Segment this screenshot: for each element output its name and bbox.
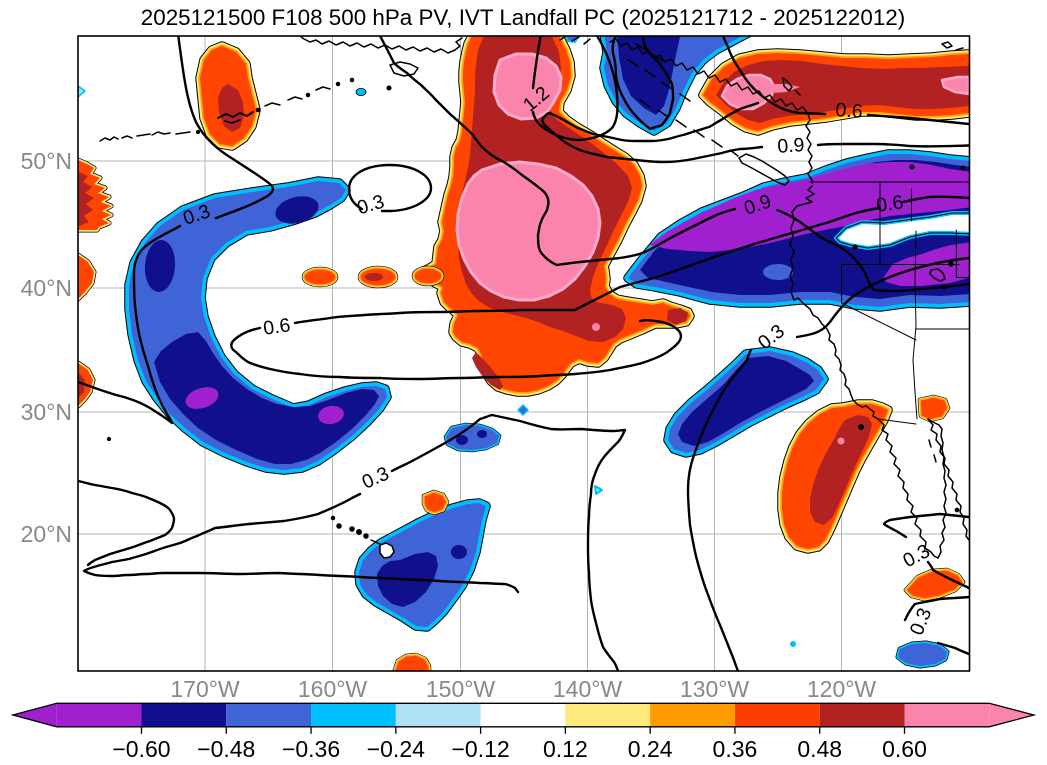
svg-text:20°N: 20°N — [21, 521, 72, 547]
svg-text:−0.60: −0.60 — [112, 736, 170, 762]
svg-text:−0.36: −0.36 — [282, 736, 340, 762]
svg-text:0.24: 0.24 — [628, 736, 673, 762]
svg-text:120°W: 120°W — [807, 676, 877, 702]
svg-text:50°N: 50°N — [21, 148, 72, 174]
svg-text:40°N: 40°N — [21, 275, 72, 301]
svg-text:0.48: 0.48 — [797, 736, 842, 762]
svg-text:0.36: 0.36 — [713, 736, 758, 762]
svg-text:150°W: 150°W — [426, 676, 496, 702]
svg-text:−0.48: −0.48 — [197, 736, 255, 762]
svg-text:−0.24: −0.24 — [367, 736, 425, 762]
svg-text:130°W: 130°W — [680, 676, 750, 702]
svg-text:30°N: 30°N — [21, 399, 72, 425]
svg-text:2025121500 F108 500 hPa PV, IV: 2025121500 F108 500 hPa PV, IVT Landfall… — [141, 5, 905, 30]
svg-text:0.12: 0.12 — [543, 736, 588, 762]
svg-text:140°W: 140°W — [553, 676, 623, 702]
svg-text:0.60: 0.60 — [882, 736, 927, 762]
svg-text:0.6: 0.6 — [875, 191, 905, 217]
svg-text:0.6: 0.6 — [262, 314, 292, 340]
svg-text:160°W: 160°W — [298, 676, 368, 702]
svg-text:0.6: 0.6 — [835, 99, 864, 123]
svg-text:170°W: 170°W — [170, 676, 240, 702]
svg-text:0.9: 0.9 — [777, 134, 806, 158]
svg-text:−0.12: −0.12 — [451, 736, 509, 762]
